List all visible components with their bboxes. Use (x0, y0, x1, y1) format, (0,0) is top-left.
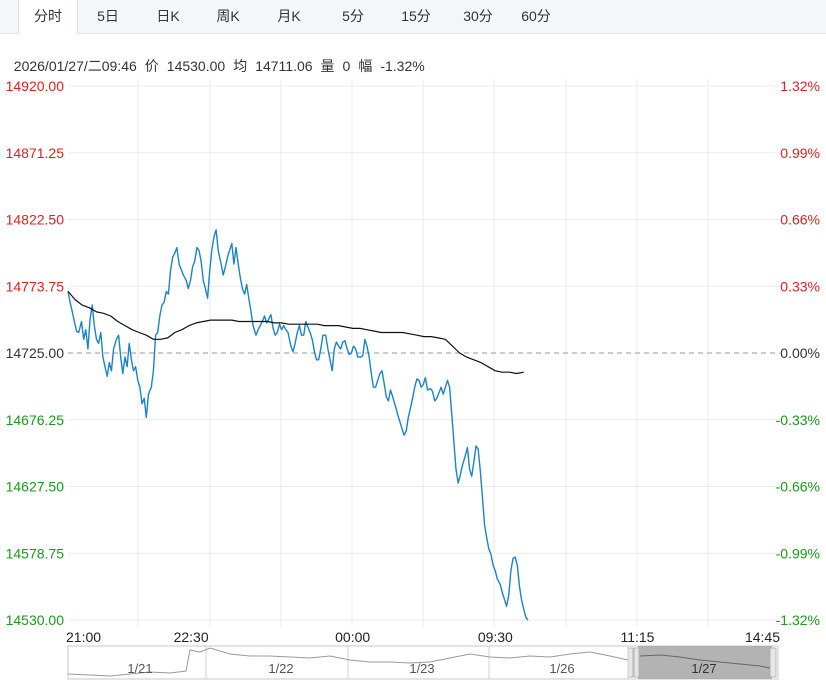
x-tick-label: 14:45 (745, 629, 780, 645)
navigator-selected-range (638, 646, 772, 679)
navigator-date-label: 1/23 (409, 661, 434, 676)
price-line (67, 229, 529, 621)
pct-tick-label: -0.99% (776, 545, 820, 561)
navigator-trace-selected (639, 654, 771, 669)
x-tick-label: 22:30 (174, 629, 209, 645)
navigator-handle (769, 647, 777, 678)
avg-label: 均 (233, 58, 248, 74)
pct-tick-label: -1.32% (776, 612, 820, 628)
tab-6[interactable]: 15分 (401, 8, 431, 24)
tab-2[interactable]: 日K (156, 8, 180, 24)
quote-datetime: 2026/01/27/二09:46 (13, 58, 137, 74)
y-tick-label: 14773.75 (6, 278, 65, 294)
x-tick-label: 09:30 (478, 629, 513, 645)
pct-tick-label: -0.33% (776, 412, 820, 428)
x-tick-label: 00:00 (335, 629, 370, 645)
price-value: 14530.00 (166, 58, 226, 74)
quote-info-bar: 2026/01/27/二09:46 价 14530.00 均 14711.06 量 0 幅 -1… (6, 40, 433, 76)
pct-tick-label: 0.00% (780, 345, 820, 361)
navigator-trace (67, 647, 629, 677)
period-tab-bar: 分时 5日 日K 周K 月K 5分 15分 30分 60分 (0, 0, 826, 34)
navigator-handle (627, 647, 634, 678)
y-tick-label: 14530.00 (6, 612, 65, 628)
tab-1[interactable]: 5日 (97, 8, 119, 24)
navigator-date-label: 1/21 (127, 661, 152, 676)
volume-label: 量 (320, 58, 335, 74)
navigator-date-label: 1/26 (549, 661, 574, 676)
tab-5[interactable]: 5分 (342, 8, 364, 24)
tab-7[interactable]: 30分 (463, 8, 493, 24)
volume-value: 0 (342, 58, 351, 74)
y-tick-label: 14578.75 (6, 545, 65, 561)
tab-4[interactable]: 月K (277, 8, 301, 24)
price-label: 价 (144, 58, 159, 74)
pct-tick-label: 0.33% (780, 278, 820, 294)
average-price-line (67, 291, 524, 375)
navigator-handle (633, 647, 640, 678)
navigator-date-label: 1/27 (691, 661, 716, 676)
avg-value: 14711.06 (255, 58, 313, 74)
x-tick-label: 21:00 (66, 629, 101, 645)
tab-8[interactable]: 60分 (521, 8, 551, 24)
y-tick-label: 14920.00 (6, 78, 65, 94)
navigator-date-label: 1/22 (268, 661, 293, 676)
y-tick-label: 14676.25 (6, 412, 65, 428)
y-tick-label: 14725.00 (6, 345, 65, 361)
y-tick-label: 14822.50 (6, 212, 65, 228)
pct-tick-label: 0.99% (780, 145, 820, 161)
pct-tick-label: -0.66% (776, 479, 820, 495)
y-tick-label: 14871.25 (6, 145, 65, 161)
change-value: -1.32% (380, 58, 425, 74)
y-tick-label: 14627.50 (6, 479, 65, 495)
tab-0[interactable]: 分时 (18, 0, 78, 34)
change-label: 幅 (358, 58, 373, 74)
tab-3[interactable]: 周K (216, 8, 240, 24)
x-tick-label: 11:15 (620, 629, 654, 645)
pct-tick-label: 0.66% (780, 212, 820, 228)
pct-tick-label: 1.32% (780, 78, 820, 94)
